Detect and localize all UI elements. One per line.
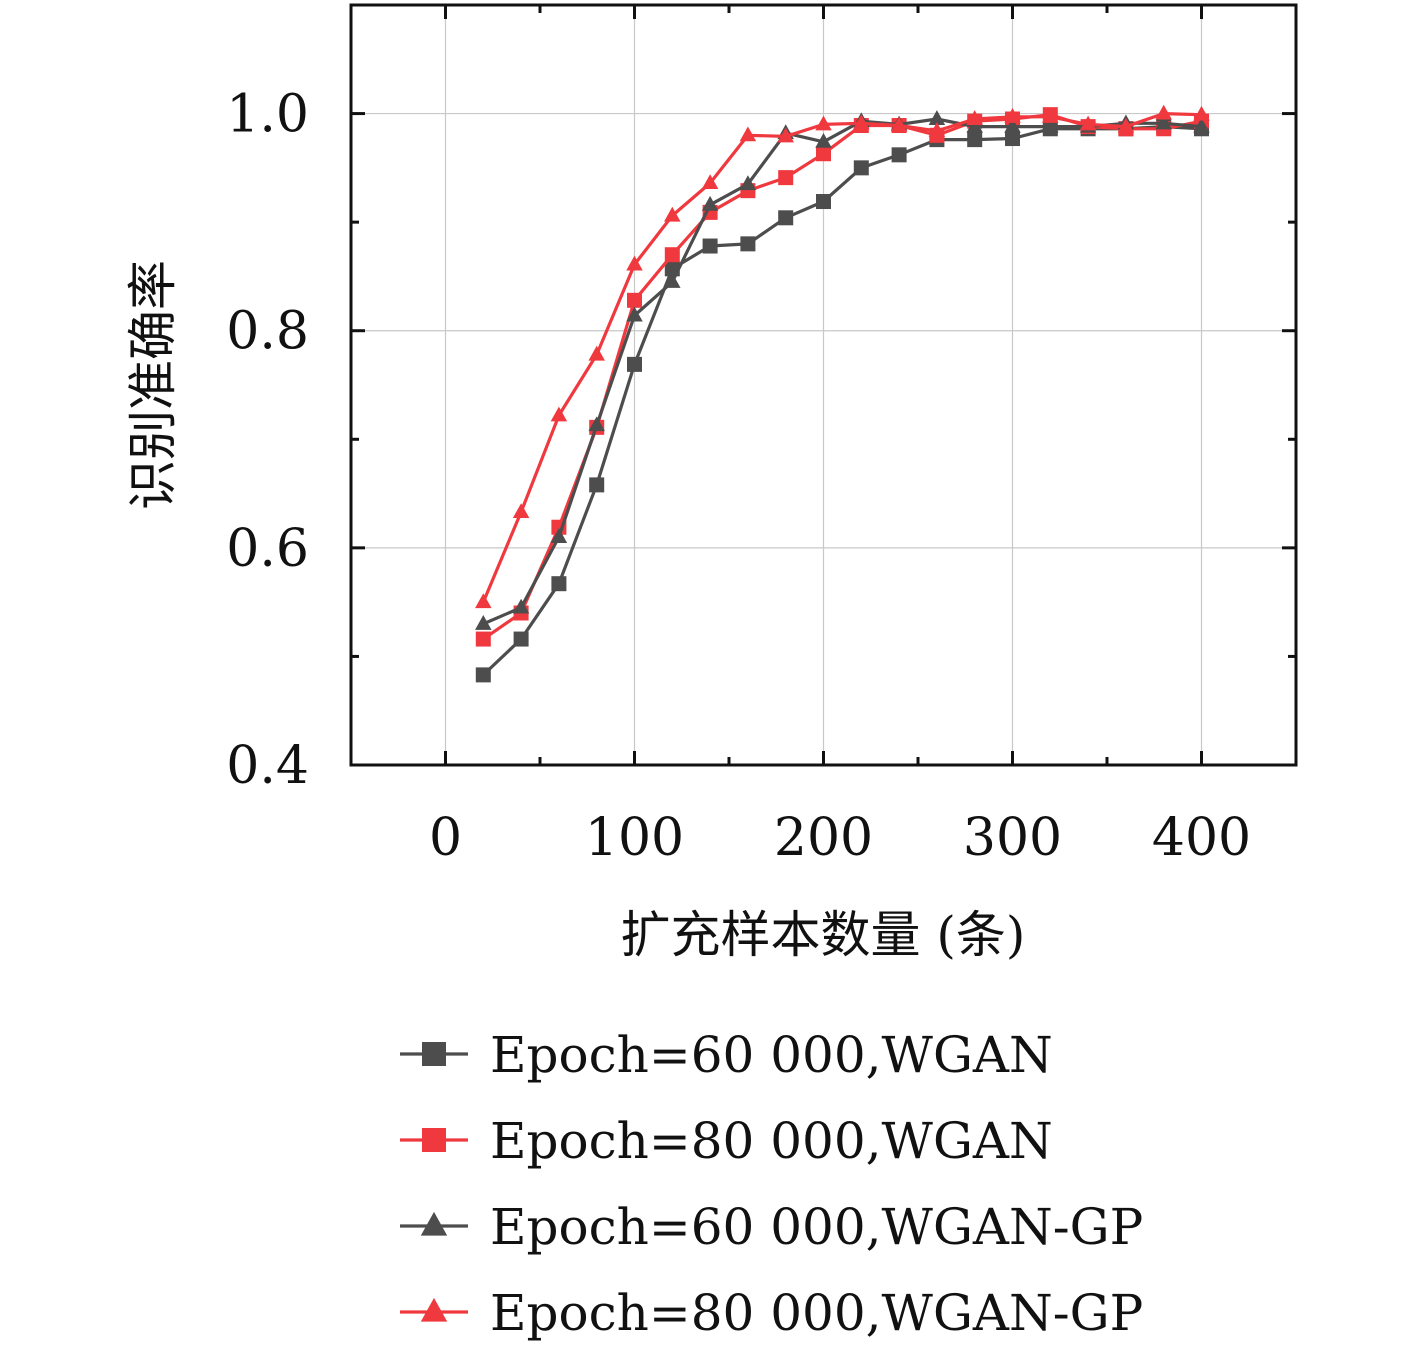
data-point (475, 631, 491, 647)
series-line (482, 124, 1202, 677)
x-tick-label: 200 (774, 808, 873, 868)
data-point (815, 132, 832, 148)
data-point (891, 147, 907, 163)
data-point (551, 576, 567, 592)
data-point (475, 667, 491, 683)
legend-item: Epoch=60 000,WGAN-GP (400, 1198, 1143, 1256)
data-point (815, 115, 832, 131)
data-point (1117, 117, 1135, 133)
data-point (702, 238, 718, 254)
data-point (853, 160, 869, 176)
legend: Epoch=60 000,WGAN Epoch=80 000,WGAN Epoch=… (400, 1026, 1143, 1342)
data-point (664, 206, 681, 222)
data-point (816, 194, 831, 210)
legend-item: Epoch=80 000,WGAN (400, 1112, 1053, 1170)
data-point (589, 477, 605, 493)
data-point (1042, 107, 1059, 123)
x-axis-label: 扩充样本数量 (条) (621, 906, 1026, 964)
data-point (1079, 115, 1097, 131)
ticks: 0 100 200 300 400 0.4 0.6 0.8 1.0 (226, 5, 1296, 868)
data-point (664, 273, 681, 288)
series-layer (475, 104, 1210, 683)
series-2 (475, 107, 1209, 647)
data-point (966, 110, 983, 125)
data-point (512, 503, 530, 519)
data-point (475, 593, 492, 609)
y-tick-label: 1.0 (226, 85, 309, 145)
series-line (481, 111, 1202, 603)
data-point (853, 114, 870, 130)
data-point (740, 236, 756, 252)
data-point (550, 406, 568, 422)
legend-label: Epoch=80 000,WGAN (490, 1112, 1053, 1170)
data-point (1193, 117, 1210, 133)
data-point (966, 117, 983, 133)
data-point (588, 345, 605, 361)
data-point (1042, 117, 1059, 133)
x-tick-label: 100 (585, 808, 684, 868)
data-point (664, 247, 680, 263)
x-tick-label: 300 (963, 808, 1062, 868)
legend-marker (422, 1042, 446, 1066)
y-tick-label: 0.6 (226, 519, 309, 579)
data-point (626, 255, 643, 271)
legend-marker (422, 1128, 446, 1152)
data-point (1005, 131, 1020, 147)
data-point (701, 174, 719, 190)
data-point (777, 127, 794, 143)
data-point (550, 528, 568, 543)
legend-label: Epoch=60 000,WGAN (490, 1026, 1053, 1084)
series-line (482, 113, 1202, 641)
data-point (1155, 104, 1172, 120)
data-point (1004, 107, 1021, 123)
legend-item: Epoch=60 000,WGAN (400, 1026, 1053, 1084)
legend-marker (420, 1297, 448, 1322)
data-point (1155, 114, 1172, 130)
data-point (890, 116, 908, 132)
data-point (967, 132, 983, 148)
data-point (626, 306, 643, 322)
x-tick-label: 400 (1152, 808, 1251, 868)
legend-label: Epoch=80 000,WGAN-GP (490, 1284, 1143, 1342)
data-point (816, 146, 831, 162)
series-4 (475, 104, 1210, 609)
data-point (512, 598, 530, 614)
series-line (482, 117, 1202, 626)
series-1 (475, 119, 1209, 683)
data-point (627, 292, 642, 308)
legend-item: Epoch=80 000,WGAN-GP (400, 1284, 1143, 1342)
data-point (475, 615, 492, 630)
legend-label: Epoch=60 000,WGAN-GP (490, 1198, 1143, 1256)
data-point (778, 210, 794, 226)
data-point (513, 631, 529, 647)
y-tick-label: 0.4 (226, 736, 309, 796)
data-point (588, 416, 605, 432)
x-tick-label: 0 (429, 808, 462, 868)
data-point (928, 122, 946, 137)
legend-marker (420, 1211, 448, 1236)
data-point (1004, 117, 1021, 133)
y-tick-label: 0.8 (226, 302, 309, 362)
data-point (739, 126, 757, 142)
data-point (1193, 105, 1210, 121)
data-point (739, 175, 757, 191)
data-point (627, 356, 642, 372)
data-point (778, 170, 794, 186)
data-point (701, 195, 719, 211)
data-point (928, 110, 946, 125)
y-axis-label: 识别准确率 (124, 260, 182, 510)
